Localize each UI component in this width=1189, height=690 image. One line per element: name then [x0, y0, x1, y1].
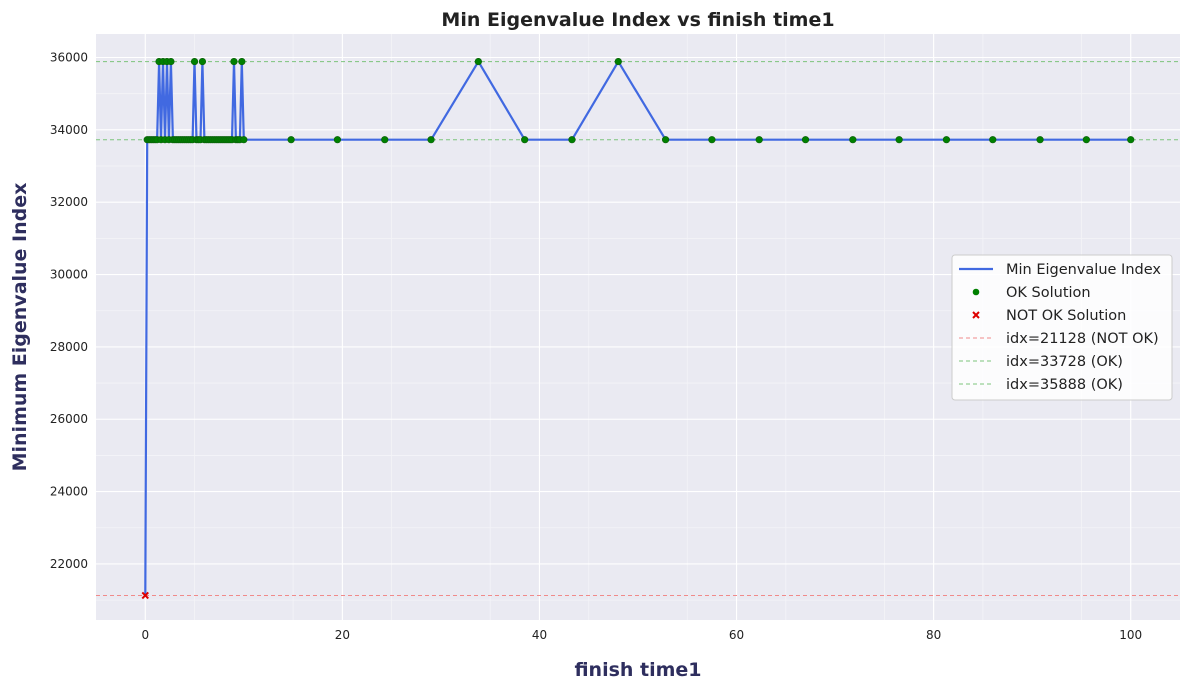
x-tick-label: 40	[532, 628, 547, 642]
legend-item: idx=21128 (NOT OK)	[959, 331, 1159, 347]
ok-marker	[989, 136, 997, 144]
y-tick-label: 32000	[50, 195, 88, 209]
y-tick-label: 22000	[50, 557, 88, 571]
ok-marker	[381, 136, 389, 144]
ok-marker	[333, 136, 342, 144]
legend-item: NOT OK Solution	[972, 308, 1126, 324]
ok-marker	[614, 57, 622, 66]
x-tick-labels: 0 20 40 60 80 100	[141, 628, 1142, 642]
chart-title: Min Eigenvalue Index vs finish time1	[441, 9, 834, 31]
ok-marker	[568, 136, 576, 144]
legend-item: idx=33728 (OK)	[959, 354, 1123, 370]
ok-marker	[661, 136, 670, 144]
ok-marker	[849, 136, 857, 144]
x-tick-label: 100	[1119, 628, 1142, 642]
ok-marker	[238, 57, 246, 66]
x-tick-label: 20	[335, 628, 350, 642]
ok-marker	[230, 57, 238, 66]
legend-label: idx=21128 (NOT OK)	[1006, 331, 1159, 347]
ok-marker	[287, 136, 295, 144]
not-ok-marker	[141, 591, 149, 600]
y-tick-labels: 22000 24000 26000 28000 30000 32000 34000 36000	[50, 51, 88, 571]
x-tick-label: 0	[141, 628, 149, 642]
y-tick-label: 34000	[50, 123, 88, 137]
y-axis-label: Minimum Eigenvalue Index	[9, 183, 31, 472]
ok-marker	[1127, 136, 1135, 144]
legend-label: idx=35888 (OK)	[1006, 377, 1123, 393]
legend-label: NOT OK Solution	[1006, 308, 1126, 324]
y-tick-label: 36000	[50, 51, 88, 65]
markers	[141, 57, 1135, 600]
ok-marker	[427, 136, 435, 144]
ok-marker	[895, 136, 903, 144]
y-tick-label: 30000	[50, 268, 88, 282]
ok-marker	[708, 136, 716, 144]
ok-marker	[755, 136, 763, 144]
x-tick-label: 60	[729, 628, 744, 642]
x-axis-label: finish time1	[574, 659, 701, 681]
legend-swatch-not-ok	[972, 311, 980, 319]
legend-frame	[951, 254, 1173, 401]
ok-marker	[521, 136, 529, 144]
ok-marker	[167, 57, 175, 66]
y-tick-label: 26000	[50, 412, 88, 426]
ok-marker	[942, 136, 951, 144]
legend-items: Min Eigenvalue Index OK Solution NOT OK So…	[959, 262, 1161, 393]
legend-item: idx=35888 (OK)	[959, 377, 1123, 393]
legend-label: idx=33728 (OK)	[1006, 354, 1123, 370]
ok-marker	[474, 57, 482, 66]
ok-marker	[190, 57, 199, 66]
y-tick-label: 28000	[50, 340, 88, 354]
y-tick-label: 24000	[50, 485, 88, 499]
ok-marker	[1036, 136, 1044, 144]
ok-marker	[240, 136, 248, 144]
legend-label: Min Eigenvalue Index	[1006, 262, 1161, 278]
legend-swatch-ok	[972, 288, 980, 296]
x-tick-label: 80	[926, 628, 941, 642]
legend-item: Min Eigenvalue Index	[959, 262, 1161, 278]
ok-marker	[801, 136, 810, 144]
ok-marker	[1082, 136, 1090, 144]
legend-label: OK Solution	[1006, 285, 1091, 301]
legend: Min Eigenvalue Index OK Solution NOT OK So…	[951, 254, 1173, 401]
ok-marker	[198, 57, 207, 66]
legend-item: OK Solution	[972, 285, 1091, 301]
